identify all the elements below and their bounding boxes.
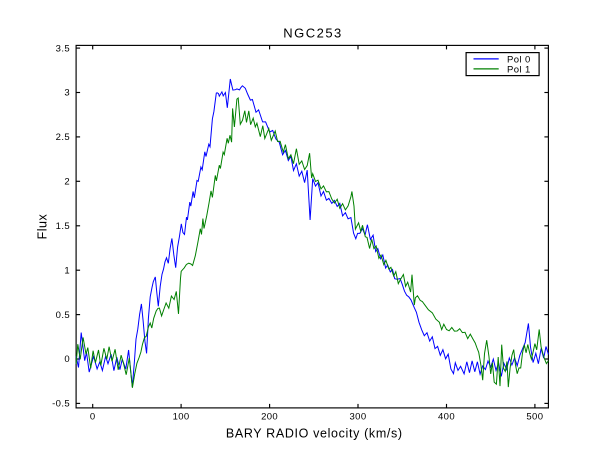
svg-text:2.5: 2.5 [56,132,70,143]
svg-text:0.5: 0.5 [56,310,70,321]
svg-text:2: 2 [64,177,70,188]
svg-text:200: 200 [261,412,278,423]
svg-text:3.5: 3.5 [56,43,70,54]
svg-text:300: 300 [349,412,366,423]
svg-text:-0.5: -0.5 [52,399,70,410]
svg-text:Pol 0: Pol 0 [507,54,531,65]
svg-text:1: 1 [64,265,70,276]
svg-text:Flux: Flux [36,214,50,240]
svg-text:0: 0 [64,354,70,365]
svg-text:3: 3 [64,88,70,99]
svg-text:100: 100 [173,412,190,423]
svg-text:1.5: 1.5 [56,221,70,232]
svg-text:0: 0 [90,412,96,423]
svg-text:400: 400 [438,412,455,423]
svg-text:NGC253: NGC253 [283,26,343,41]
svg-text:BARY RADIO velocity (km/s): BARY RADIO velocity (km/s) [226,427,403,441]
svg-text:500: 500 [526,412,543,423]
svg-text:Pol 1: Pol 1 [507,64,531,75]
